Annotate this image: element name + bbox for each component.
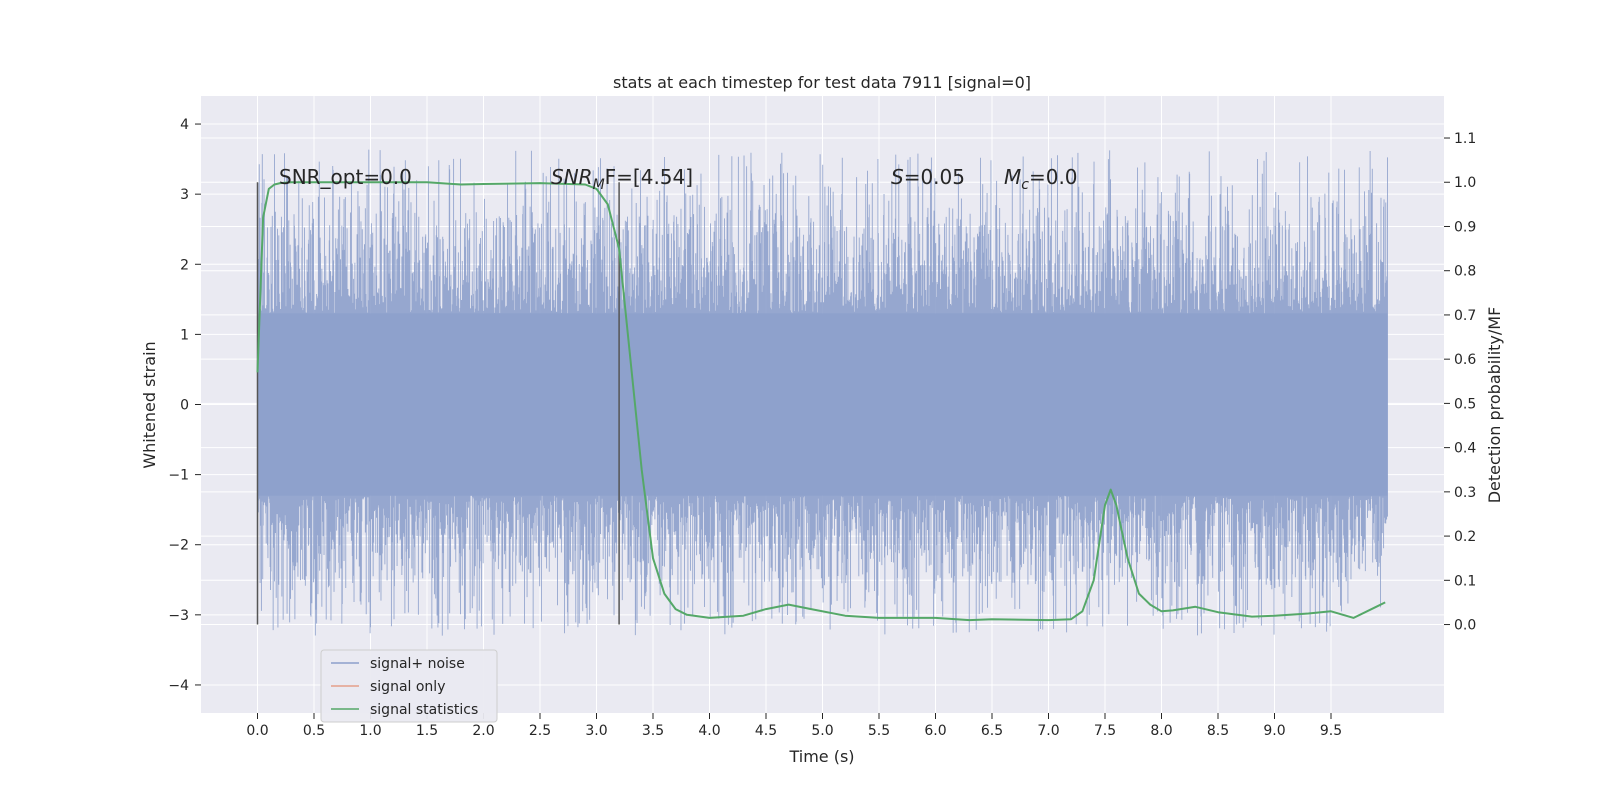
x-tick-label: 1.0: [359, 723, 381, 739]
statistics-series-layer: [256, 181, 1386, 622]
x-tick-label: 8.5: [1207, 723, 1229, 739]
y-left-tick-label: 0: [180, 398, 189, 414]
y-left-axis-label: Whitened strain: [140, 341, 159, 468]
x-tick-label: 3.0: [585, 723, 607, 739]
x-tick-label: 5.0: [811, 723, 833, 739]
y-left-tick-label: −1: [168, 468, 189, 484]
annotation-mc-subscript: c: [1021, 177, 1029, 193]
y-right-tick-label: 1.1: [1454, 131, 1476, 147]
annotation-snr-mf-value: F=[4.54]: [605, 165, 693, 189]
annotation-snr-mf-symbol: SNR: [551, 165, 593, 189]
x-tick-label: 4.5: [755, 723, 777, 739]
annotation-s: S=0.05: [891, 165, 965, 189]
y-right-tick-label: 0.2: [1454, 529, 1476, 545]
annotations: SNR_opt=0.0 SNRMF=[4.54] S=0.05 Mc=0.0: [279, 165, 1078, 193]
y-right-tick-label: 0.6: [1454, 352, 1476, 368]
y-right-tick-label: 0.5: [1454, 396, 1476, 412]
series-signal-statistics-line: [256, 181, 1386, 622]
x-axis-ticks: 0.0 0.5 1.0 1.5 2.0 2.5 3.0 3.5 4.0 4.5 5.0 5.5 6.0 6…: [246, 713, 1342, 739]
y-right-tick-label: 0.1: [1454, 573, 1476, 589]
annotation-s-symbol: S: [891, 165, 904, 189]
y-right-tick-label: 0.8: [1454, 264, 1476, 280]
y-right-axis-ticks: 1.1 1.0 0.9 0.8 0.7 0.6 0.5 0.4 0.3 0.2 0.1 0.0: [1444, 131, 1476, 634]
annotation-mc-value: =0.0: [1029, 165, 1078, 189]
x-tick-label: 9.0: [1263, 723, 1285, 739]
x-tick-label: 9.5: [1320, 723, 1342, 739]
legend: signal+ noise signal only signal statist…: [320, 649, 498, 723]
series-signal-noise-band: [257, 313, 1388, 496]
y-left-tick-label: 2: [180, 257, 189, 273]
x-tick-label: 8.0: [1150, 723, 1172, 739]
annotation-snr-mf-subscript: M: [593, 177, 605, 193]
chart-title: stats at each timestep for test data 791…: [613, 73, 1031, 92]
legend-label-signal-statistics: signal statistics: [370, 702, 478, 718]
y-right-tick-label: 0.4: [1454, 441, 1476, 457]
x-tick-label: 2.0: [472, 723, 494, 739]
annotation-snr-mf: SNRMF=[4.54]: [551, 165, 693, 193]
annotation-mc-symbol: M: [1004, 165, 1021, 189]
x-axis-label: Time (s): [788, 747, 854, 766]
x-tick-label: 7.5: [1094, 723, 1116, 739]
y-right-tick-label: 0.7: [1454, 308, 1476, 324]
annotation-mc: Mc=0.0: [1004, 165, 1078, 193]
x-tick-label: 1.5: [416, 723, 438, 739]
x-tick-label: 4.0: [698, 723, 720, 739]
y-right-tick-label: 0.3: [1454, 485, 1476, 501]
y-left-tick-label: 4: [180, 117, 189, 133]
annotation-snr-opt: SNR_opt=0.0: [279, 165, 412, 189]
y-right-tick-label: 0.9: [1454, 219, 1476, 235]
y-left-tick-label: 3: [180, 187, 189, 203]
y-left-tick-label: −2: [168, 538, 189, 554]
y-left-axis-ticks: 4 3 2 1 0 −1 −2 −3 −4: [168, 117, 201, 694]
noise-series-layer: [257, 149, 1388, 636]
y-right-tick-label: 1.0: [1454, 175, 1476, 191]
x-tick-label: 2.5: [529, 723, 551, 739]
y-right-tick-label: 0.0: [1454, 618, 1476, 634]
x-tick-label: 5.5: [868, 723, 890, 739]
y-left-tick-label: −4: [168, 678, 189, 694]
x-tick-label: 7.0: [1037, 723, 1059, 739]
x-tick-label: 6.5: [981, 723, 1003, 739]
legend-label-signal-only: signal only: [370, 679, 445, 695]
legend-box: [320, 649, 498, 723]
y-right-axis-label: Detection probability/MF: [1485, 307, 1504, 504]
y-left-tick-label: −3: [168, 608, 189, 624]
x-tick-label: 3.5: [642, 723, 664, 739]
x-tick-label: 6.0: [924, 723, 946, 739]
x-tick-label: 0.5: [303, 723, 325, 739]
x-tick-label: 0.0: [246, 723, 268, 739]
y-left-tick-label: 1: [180, 327, 189, 343]
legend-label-signal-noise: signal+ noise: [370, 656, 465, 672]
annotation-s-value: =0.05: [904, 165, 965, 189]
